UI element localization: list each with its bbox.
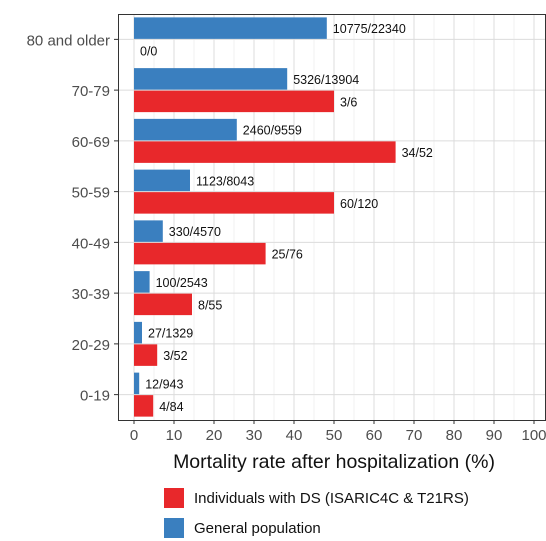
y-tick-label: 80 and older bbox=[27, 32, 110, 49]
x-tick-label: 100 bbox=[521, 427, 546, 444]
data-label: 3/52 bbox=[163, 349, 187, 363]
data-label: 1123/8043 bbox=[196, 174, 254, 188]
bar-ds bbox=[134, 293, 192, 316]
x-axis-title: Mortality rate after hospitalization (%) bbox=[173, 451, 495, 473]
bar-general bbox=[134, 220, 163, 242]
bar-general bbox=[134, 169, 190, 192]
x-tick-label: 40 bbox=[286, 427, 303, 444]
x-tick-label: 80 bbox=[446, 427, 463, 444]
x-tick-label: 0 bbox=[130, 427, 138, 444]
y-tick-label: 20-29 bbox=[72, 337, 110, 354]
x-tick-label: 10 bbox=[166, 427, 183, 444]
data-label: 12/943 bbox=[145, 377, 183, 391]
data-label: 27/1329 bbox=[148, 327, 193, 341]
y-tick-label: 40-49 bbox=[72, 235, 110, 252]
data-label: 8/55 bbox=[198, 298, 222, 312]
y-tick-label: 70-79 bbox=[72, 83, 110, 100]
bar-general bbox=[134, 372, 140, 395]
x-tick-label: 20 bbox=[206, 427, 223, 444]
data-label: 10775/22340 bbox=[333, 22, 406, 36]
data-label: 34/52 bbox=[402, 146, 433, 160]
legend-swatch-ds bbox=[164, 488, 184, 508]
x-tick-label: 90 bbox=[486, 427, 503, 444]
y-tick-label: 30-39 bbox=[72, 286, 110, 303]
bar-ds bbox=[134, 395, 154, 417]
bar-ds bbox=[134, 344, 158, 366]
bar-ds bbox=[134, 90, 334, 113]
bar-ds bbox=[134, 141, 396, 163]
bar-ds bbox=[134, 192, 334, 214]
y-tick-label: 50-59 bbox=[72, 185, 110, 202]
data-label: 5326/13904 bbox=[293, 73, 359, 87]
bar-general bbox=[134, 271, 150, 293]
data-label: 330/4570 bbox=[169, 225, 221, 239]
data-label: 4/84 bbox=[159, 400, 183, 414]
x-tick-label: 60 bbox=[366, 427, 383, 444]
bar-ds bbox=[134, 242, 266, 265]
legend-swatch-general bbox=[164, 518, 184, 538]
x-tick-label: 30 bbox=[246, 427, 263, 444]
bar-general bbox=[134, 68, 288, 90]
bar-general bbox=[134, 321, 142, 344]
bar-general bbox=[134, 17, 327, 39]
legend-label-ds: Individuals with DS (ISARIC4C & T21RS) bbox=[194, 490, 469, 507]
data-label: 100/2543 bbox=[156, 276, 208, 290]
bar-general bbox=[134, 118, 237, 141]
x-tick-label: 70 bbox=[406, 427, 423, 444]
data-label: 2460/9559 bbox=[243, 124, 302, 138]
data-label: 60/120 bbox=[340, 197, 378, 211]
x-tick-label: 50 bbox=[326, 427, 343, 444]
y-tick-label: 0-19 bbox=[80, 388, 110, 405]
legend-label-general: General population bbox=[194, 520, 321, 537]
data-label: 25/76 bbox=[272, 248, 303, 262]
data-label: 3/6 bbox=[340, 95, 357, 109]
data-label: 0/0 bbox=[140, 45, 157, 59]
y-tick-label: 60-69 bbox=[72, 134, 110, 151]
